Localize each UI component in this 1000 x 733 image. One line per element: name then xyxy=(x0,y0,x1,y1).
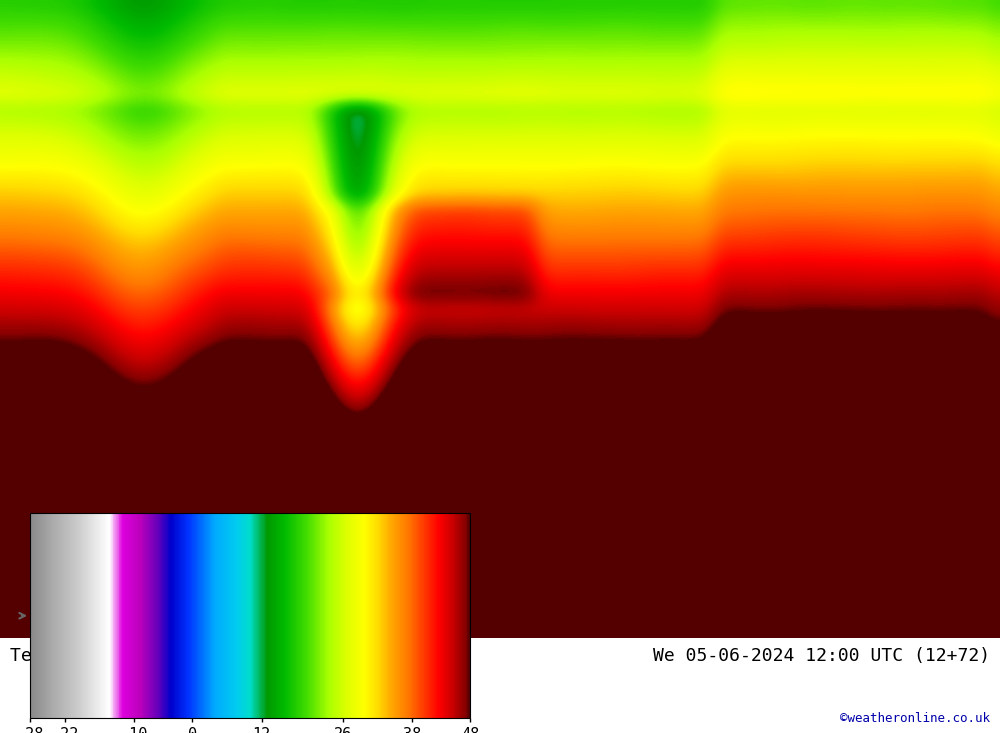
Text: We 05-06-2024 12:00 UTC (12+72): We 05-06-2024 12:00 UTC (12+72) xyxy=(653,647,990,666)
Text: ©weatheronline.co.uk: ©weatheronline.co.uk xyxy=(840,712,990,726)
Text: Temperature (2m) [°C] ECMWF: Temperature (2m) [°C] ECMWF xyxy=(10,647,304,666)
